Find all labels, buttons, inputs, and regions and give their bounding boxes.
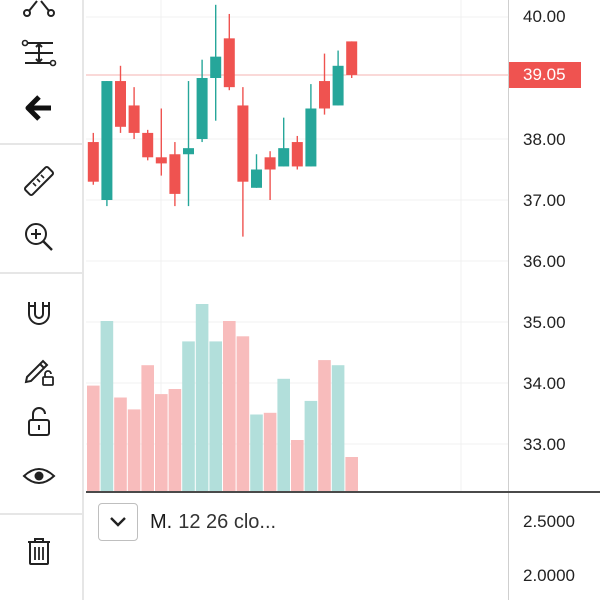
price-tick-label: 37.00: [523, 191, 566, 210]
toolbar-divider: [0, 513, 82, 515]
candle-body: [223, 38, 235, 88]
volume-bar: [304, 400, 318, 491]
volume-bar: [155, 394, 168, 491]
volume-bar: [291, 440, 304, 491]
indicator-params[interactable]: 12 26 clo...: [178, 510, 277, 533]
candle-body: [196, 78, 208, 139]
volume-bar: [277, 378, 290, 491]
candle-body: [264, 157, 276, 170]
candle-body: [319, 81, 330, 109]
fib-retracement-icon[interactable]: [14, 28, 64, 78]
candle-body: [155, 157, 167, 164]
candle-body: [251, 169, 262, 188]
candle-body: [332, 65, 344, 106]
ruler-icon[interactable]: [14, 156, 64, 206]
volume-bar: [345, 457, 358, 491]
candle-body: [346, 41, 358, 75]
volume-bar: [250, 414, 263, 491]
volume-bar: [209, 341, 222, 491]
pencil-lock-icon[interactable]: [14, 344, 64, 394]
toolbar-divider: [0, 272, 82, 274]
candle-body: [305, 108, 317, 167]
candle-body: [210, 56, 222, 78]
volume-bar: [263, 412, 277, 491]
price-tick-label: 35.00: [523, 313, 566, 332]
volume-bar: [141, 365, 154, 491]
volume-bar: [195, 304, 209, 491]
pane-divider[interactable]: [86, 491, 600, 493]
candle-body: [183, 148, 194, 155]
volume-bar: [87, 385, 100, 491]
last-price-tag: 39.05: [509, 62, 581, 88]
price-tick-label: 36.00: [523, 252, 566, 271]
indicator-legend: M. 12 26 clo...: [98, 503, 276, 541]
volume-bar: [168, 389, 182, 491]
candle-body: [237, 105, 249, 182]
candle-body: [142, 132, 154, 158]
zoom-in-icon[interactable]: [14, 212, 64, 262]
back-arrow-icon[interactable]: [14, 83, 64, 133]
candle-body: [101, 81, 113, 200]
magnet-icon[interactable]: [14, 287, 64, 337]
trash-icon[interactable]: [14, 526, 64, 576]
volume-bar: [100, 321, 114, 491]
price-tick-label: 40.00: [523, 7, 566, 26]
price-tick-label: 38.00: [523, 130, 566, 149]
volume-bar: [236, 336, 250, 491]
node-tool-icon[interactable]: [14, 0, 64, 34]
volume-bar: [182, 341, 195, 491]
indicator-tick-label: 2.5000: [523, 512, 575, 531]
volume-bar: [127, 409, 141, 491]
chevron-down-icon: [110, 517, 126, 527]
volume-bar: [114, 397, 127, 491]
candle-body: [278, 148, 290, 167]
price-tick-label: 33.00: [523, 435, 566, 454]
volume-bar: [223, 321, 236, 491]
indicator-tick-label: 2.0000: [523, 566, 575, 585]
price-tick-label: 34.00: [523, 374, 566, 393]
candle-body: [291, 142, 303, 167]
unlock-icon[interactable]: [14, 396, 64, 446]
price-axis[interactable]: 40.00 39.05 38.00 37.00 36.00 35.00 34.0…: [508, 0, 600, 600]
chart-canvas[interactable]: [86, 0, 508, 600]
toolbar-divider: [0, 143, 82, 145]
volume-bar: [331, 365, 345, 491]
indicator-name[interactable]: M.: [150, 510, 173, 533]
candle-body: [115, 81, 126, 127]
volume-bar: [318, 360, 331, 491]
eye-icon[interactable]: [14, 451, 64, 501]
drawing-toolbar: [0, 0, 84, 600]
candle-body: [128, 105, 140, 133]
candle-body: [87, 142, 99, 182]
candlestick-chart[interactable]: [86, 0, 508, 600]
collapse-button[interactable]: [98, 503, 138, 541]
candle-body: [169, 154, 181, 194]
